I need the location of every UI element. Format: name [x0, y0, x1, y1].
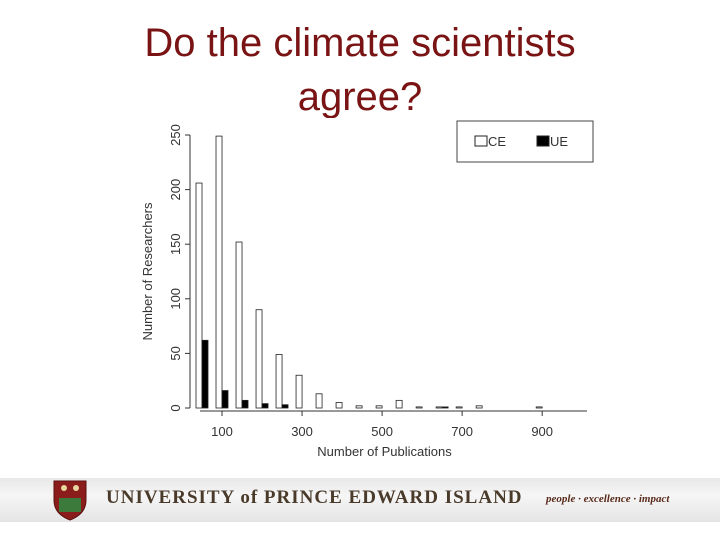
- logo: [53, 480, 87, 521]
- bar: [535, 406, 543, 409]
- bar: [475, 405, 483, 409]
- y-tick-label: 150: [168, 233, 183, 255]
- legend-swatch: [536, 135, 550, 147]
- bar: [221, 390, 229, 409]
- bar: [395, 399, 403, 409]
- legend-swatch: [474, 135, 488, 147]
- bar: [201, 339, 209, 409]
- y-tick-label: 100: [168, 288, 183, 310]
- x-tick-label: 300: [291, 424, 313, 439]
- bar: [335, 402, 343, 409]
- footer: UNIVERSITY of PRINCE EDWARD ISLAND peopl…: [0, 478, 720, 522]
- bar: [235, 241, 243, 409]
- bar: [255, 309, 263, 409]
- bar: [275, 354, 283, 409]
- bar: [455, 406, 463, 409]
- bar: [355, 405, 363, 409]
- legend-label: CE: [488, 134, 506, 149]
- bar: [441, 406, 449, 409]
- y-tick-label: 250: [168, 124, 183, 146]
- bar: [241, 399, 249, 409]
- x-tick-label: 100: [211, 424, 233, 439]
- bar: [281, 404, 289, 409]
- slide-title: Do the climate scientists agree?: [144, 21, 576, 119]
- bar: [415, 406, 423, 409]
- university-name: UNIVERSITY of PRINCE EDWARD ISLAND: [106, 487, 523, 508]
- bar: [261, 403, 269, 409]
- x-tick-label: 700: [451, 424, 473, 439]
- x-axis-label: Number of Publications: [317, 444, 452, 459]
- bar: [295, 374, 303, 409]
- x-tick-label: 500: [371, 424, 393, 439]
- bar: [315, 393, 323, 409]
- chart: 0 50 100 150 200 250 100 300 500 700 900 Number of …: [130, 118, 610, 478]
- x-tick-label: 900: [531, 424, 553, 439]
- bar: [215, 135, 223, 409]
- motto: people · excellence · impact: [546, 493, 670, 505]
- bar: [195, 182, 203, 409]
- y-axis-label: Number of Researchers: [140, 202, 155, 340]
- y-tick-label: 50: [168, 346, 183, 360]
- y-tick-label: 200: [168, 179, 183, 201]
- y-tick-label: 0: [168, 404, 183, 411]
- bar: [435, 406, 443, 409]
- chart-background: [130, 118, 610, 478]
- bar: [375, 405, 383, 409]
- legend-label: UE: [550, 134, 568, 149]
